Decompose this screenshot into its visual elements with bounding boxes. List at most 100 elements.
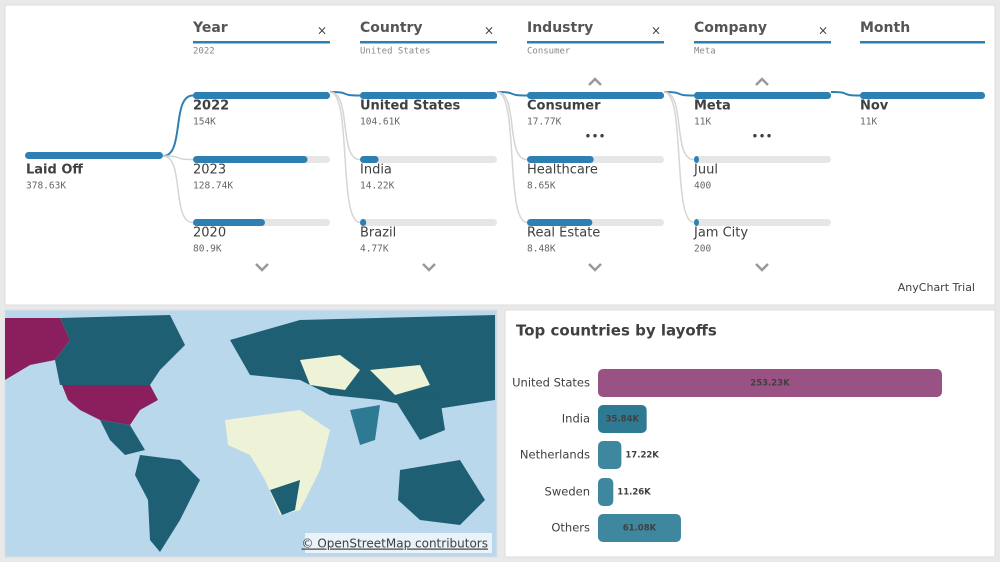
- map-region: [230, 315, 495, 410]
- value-label: 61.08K: [623, 524, 657, 534]
- item-label[interactable]: Meta: [694, 99, 731, 114]
- item-value: 400: [694, 181, 711, 192]
- scroll-down[interactable]: [255, 263, 269, 272]
- tree-controls: ••• •••: [255, 77, 773, 272]
- level-filter: Meta: [694, 47, 716, 57]
- root-value: 378.63K: [26, 181, 66, 192]
- item-label[interactable]: Real Estate: [527, 226, 600, 241]
- item-value: 11K: [694, 117, 711, 128]
- tree-bar[interactable]: [193, 219, 265, 226]
- level-title[interactable]: Month: [860, 20, 910, 36]
- tree-bar[interactable]: [193, 156, 308, 163]
- connector: [496, 91, 528, 97]
- more-indicator: •••: [751, 130, 772, 144]
- tree-bar[interactable]: [694, 219, 699, 226]
- connector: [663, 91, 695, 224]
- map-region: [225, 410, 330, 515]
- map-region: [270, 480, 300, 515]
- connector: [162, 155, 194, 161]
- tree-bar[interactable]: [527, 156, 594, 163]
- scroll-down[interactable]: [422, 263, 436, 272]
- value-label: 253.23K: [750, 379, 790, 389]
- tree-panel: [4, 4, 996, 306]
- map-region: [300, 355, 360, 390]
- level-underline: [527, 41, 664, 44]
- tree-bar[interactable]: [694, 92, 831, 99]
- level-title[interactable]: Industry: [527, 20, 593, 36]
- level-title[interactable]: Country: [360, 20, 423, 36]
- category-label: India: [562, 412, 590, 426]
- category-label: United States: [512, 376, 590, 390]
- level-underline: [193, 41, 330, 44]
- tree-bar[interactable]: [527, 219, 593, 226]
- item-label[interactable]: 2022: [193, 99, 229, 114]
- tree-bar[interactable]: [193, 92, 330, 99]
- bar[interactable]: [598, 405, 647, 433]
- item-label[interactable]: Consumer: [527, 99, 601, 114]
- tree-bar[interactable]: [527, 92, 664, 99]
- item-label[interactable]: 2020: [193, 226, 226, 241]
- clear-filter[interactable]: ×: [317, 24, 327, 38]
- root-label: Laid Off: [26, 163, 83, 178]
- clear-filter[interactable]: ×: [651, 24, 661, 38]
- category-label: Sweden: [545, 485, 590, 499]
- root-bar: [25, 152, 163, 159]
- connector: [830, 91, 861, 97]
- scroll-down[interactable]: [755, 263, 769, 272]
- item-label[interactable]: Brazil: [360, 226, 396, 241]
- level-title[interactable]: Company: [694, 20, 767, 36]
- attribution[interactable]: © OpenStreetMap contributors: [302, 537, 488, 551]
- level-title[interactable]: Year: [192, 20, 228, 36]
- map-region: [55, 315, 185, 385]
- scroll-down[interactable]: [588, 263, 602, 272]
- item-value: 200: [694, 244, 711, 255]
- bar[interactable]: [598, 514, 681, 542]
- connector: [496, 91, 528, 224]
- item-label[interactable]: Healthcare: [527, 163, 598, 178]
- watermark: AnyChart Trial: [898, 281, 975, 294]
- item-value: 14.22K: [360, 181, 395, 192]
- item-label[interactable]: Jam City: [693, 226, 748, 241]
- connector: [329, 91, 361, 224]
- tree-bar[interactable]: [694, 156, 699, 163]
- bar-track: [694, 219, 831, 226]
- item-label[interactable]: Juul: [693, 163, 718, 178]
- level-underline: [360, 41, 497, 44]
- item-label[interactable]: 2023: [193, 163, 226, 178]
- tree-bar[interactable]: [360, 156, 379, 163]
- level-underline: [860, 41, 985, 44]
- item-value: 8.48K: [527, 244, 556, 255]
- tree-bar[interactable]: [360, 219, 367, 226]
- more-indicator: •••: [584, 130, 605, 144]
- map-region: [398, 460, 485, 525]
- item-label[interactable]: India: [360, 163, 392, 178]
- tree-bar[interactable]: [860, 92, 985, 99]
- level-filter: United States: [360, 47, 430, 57]
- bar[interactable]: [598, 478, 614, 506]
- item-label[interactable]: United States: [360, 99, 461, 114]
- bar[interactable]: [598, 369, 942, 397]
- connector: [663, 91, 695, 97]
- value-label: 35.84K: [606, 415, 640, 425]
- chart-title: Top countries by layoffs: [516, 322, 717, 340]
- map-region: [135, 455, 200, 552]
- tree-bar[interactable]: [360, 92, 497, 99]
- map-region: [395, 398, 445, 440]
- connector: [329, 91, 361, 97]
- value-label: 17.22K: [625, 451, 659, 461]
- scroll-up[interactable]: [588, 77, 602, 86]
- connector: [162, 94, 194, 157]
- level-filter: Consumer: [527, 47, 571, 57]
- map-region: [100, 420, 145, 455]
- item-value: 80.9K: [193, 244, 222, 255]
- item-value: 11K: [860, 117, 877, 128]
- connector: [663, 91, 695, 161]
- clear-filter[interactable]: ×: [818, 24, 828, 38]
- item-label[interactable]: Nov: [860, 99, 889, 114]
- bar[interactable]: [598, 441, 622, 469]
- map-region: [5, 318, 70, 380]
- clear-filter[interactable]: ×: [484, 24, 494, 38]
- scroll-up[interactable]: [755, 77, 769, 86]
- bar-track: [360, 219, 497, 226]
- bar-track: [694, 156, 831, 163]
